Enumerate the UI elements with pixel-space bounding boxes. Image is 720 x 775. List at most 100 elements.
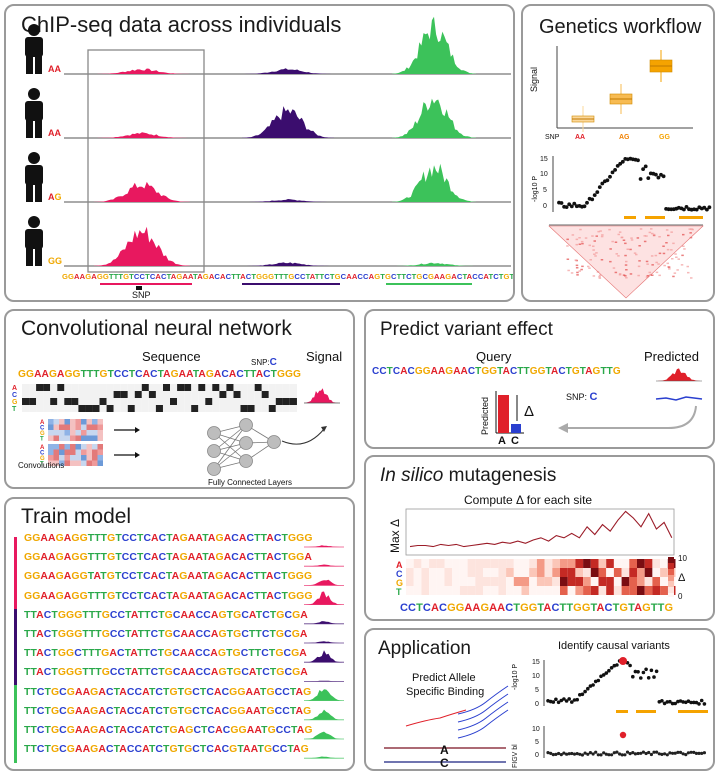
train-signal-peak	[306, 710, 342, 720]
base-letter: C	[203, 629, 211, 640]
onehot-cell	[205, 384, 212, 391]
base-letter: C	[37, 706, 45, 717]
base-letter: G	[56, 591, 64, 602]
filter-cell	[98, 419, 104, 425]
ld-cell	[672, 243, 675, 245]
manhattan-point	[646, 176, 650, 180]
base-letter: A	[48, 571, 56, 582]
filter-cell	[76, 430, 82, 436]
base-letter: C	[59, 706, 67, 717]
base-letter: C	[423, 602, 431, 614]
causal-variant-point	[619, 657, 627, 665]
binding-curve-c	[458, 710, 508, 738]
genotype-label: AG	[48, 192, 62, 202]
manhattan-point	[585, 201, 589, 205]
ld-cell	[621, 237, 624, 239]
base-letter: A	[40, 591, 48, 602]
base-letter: A	[239, 552, 247, 563]
ld-cell	[593, 254, 596, 256]
ld-cell	[601, 234, 604, 236]
onehot-cell	[114, 398, 121, 405]
purple-peak	[242, 262, 334, 266]
heatmap-base-label: T	[396, 587, 402, 597]
onehot-cell	[78, 384, 85, 391]
ld-cell	[581, 243, 584, 245]
heatmap-cell	[498, 559, 506, 568]
onehot-cell	[184, 384, 191, 391]
base-letter: G	[66, 629, 74, 640]
ld-cell	[608, 229, 611, 231]
onehot-cell	[100, 391, 107, 398]
onehot-cell	[234, 405, 241, 412]
onehot-cell	[219, 398, 226, 405]
base-letter: G	[664, 602, 673, 614]
heatmap-cell	[606, 586, 614, 595]
onehot-cell	[149, 391, 156, 398]
onehot-cell	[276, 391, 283, 398]
base-letter: A	[634, 602, 642, 614]
pink-peak	[94, 182, 190, 202]
onehot-cell	[248, 398, 255, 405]
base-letter: C	[134, 687, 142, 698]
group-bar-pink	[14, 537, 17, 609]
onehot-cell	[248, 384, 255, 391]
ld-cell	[572, 234, 575, 236]
filter-cell	[65, 461, 71, 467]
colorbar-segment	[668, 561, 674, 563]
onehot-cell	[212, 405, 219, 412]
heatmap-cell	[622, 568, 630, 577]
ld-cell	[681, 264, 684, 266]
heatmap-cell	[506, 559, 514, 568]
filter-cell	[59, 430, 65, 436]
ld-cell	[616, 253, 619, 255]
onehot-cell	[234, 384, 241, 391]
filter-cell	[54, 430, 60, 436]
ld-cell	[613, 267, 616, 269]
heatmap-cell	[599, 568, 607, 577]
onehot-cell	[149, 384, 156, 391]
onehot-cell	[248, 405, 255, 412]
base-letter: C	[272, 744, 280, 755]
base-letter: G	[266, 687, 274, 698]
colorbar-segment	[668, 587, 674, 589]
filter-cell	[81, 461, 87, 467]
base-letter: C	[231, 552, 239, 563]
filter-cell	[48, 450, 54, 456]
ld-cell	[576, 244, 579, 246]
filter-cell	[65, 430, 71, 436]
onehot-cell	[241, 398, 248, 405]
genotype-letter: A	[55, 128, 62, 138]
onehot-cell	[128, 384, 135, 391]
ld-cell	[657, 263, 660, 265]
green-peak	[392, 99, 476, 138]
ld-cell	[668, 266, 671, 268]
ld-cell	[575, 259, 578, 261]
heatmap-cell	[606, 568, 614, 577]
base-letter: C	[241, 667, 249, 678]
app-ytick-5: 5	[535, 687, 539, 694]
base-letter: C	[59, 725, 67, 736]
base-letter: A	[36, 667, 44, 678]
onehot-cell	[43, 391, 50, 398]
onehot-cell	[191, 391, 198, 398]
heatmap-cell	[437, 568, 445, 577]
base-letter: A	[266, 552, 274, 563]
onehot-cell	[163, 384, 170, 391]
app-manhattan-point	[575, 698, 579, 702]
base-letter: A	[266, 571, 274, 582]
base-letter: G	[67, 725, 75, 736]
filter-cell	[81, 455, 87, 461]
base-letter: C	[551, 602, 559, 614]
onehot-cell	[255, 398, 262, 405]
heatmap-cell	[591, 568, 599, 577]
colorbar-segment	[668, 557, 674, 559]
base-letter: C	[284, 629, 292, 640]
onehot-cell	[184, 398, 191, 405]
filter-cell	[87, 425, 93, 431]
onehot-cell	[283, 405, 290, 412]
purple-peak	[242, 68, 334, 74]
filter-cell	[98, 425, 104, 431]
heatmap-cell	[575, 586, 583, 595]
ld-cell	[627, 249, 630, 251]
base-letter: A	[142, 725, 149, 736]
